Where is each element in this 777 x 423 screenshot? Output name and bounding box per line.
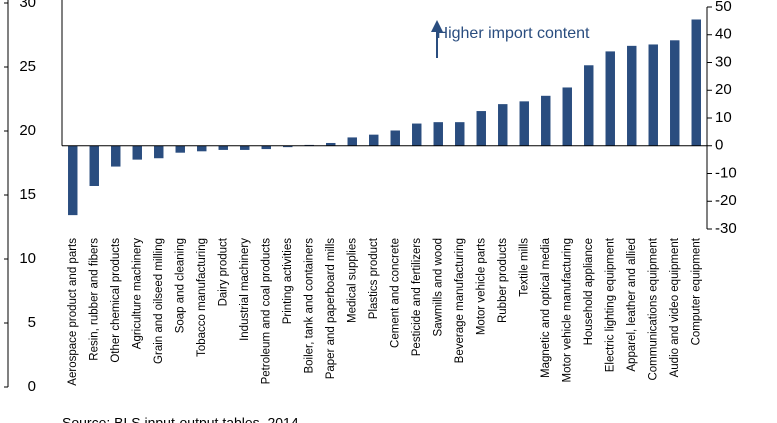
bar [197, 145, 207, 152]
bar [68, 145, 78, 216]
y2-tick-label: 0 [715, 137, 723, 154]
y-tick-label: 15 [19, 186, 36, 203]
x-tick-label: Electric lighting equipment [604, 237, 616, 372]
bar [111, 145, 121, 167]
x-tick-label: Motor vehicle manufacturing [561, 238, 573, 382]
bar [240, 145, 250, 150]
bar [519, 101, 529, 146]
source: Source: BLS input-output tables, 2014 [62, 415, 299, 423]
y-tick-label: 30 [19, 0, 36, 11]
x-tick-label: Soap and cleaning [174, 238, 186, 333]
x-tick-label: Audio and video equipment [669, 237, 681, 377]
y2-tick-label: 50 [715, 0, 732, 15]
x-tick-label: Dairy product [217, 237, 229, 306]
x-tick-label: Beverage manufacturing [454, 238, 466, 363]
x-tick-label: Apparel, leather and allied [626, 238, 638, 372]
x-tick-label: Printing activities [282, 238, 294, 325]
x-tick-label: Tobacco manufacturing [196, 238, 208, 357]
annotation: Higher import content [437, 25, 591, 42]
x-tick-label: Rubber products [497, 238, 509, 323]
bar [218, 145, 228, 150]
x-tick-label: Pesticide and fertilizers [411, 238, 423, 356]
y-tick-label: 20 [19, 122, 36, 139]
x-tick-label: Agriculture machinery [131, 238, 143, 349]
bar [412, 123, 422, 146]
bar [132, 145, 142, 160]
bar [455, 122, 465, 146]
bar [347, 137, 357, 146]
y2-tick-label: -10 [715, 164, 737, 181]
bar [369, 134, 379, 146]
bar [541, 95, 551, 146]
bar [498, 104, 508, 146]
bar [154, 145, 164, 159]
x-tick-label: Communications equipment [647, 237, 659, 380]
x-tick-label: Petroleum and coal products [260, 238, 272, 385]
y2-tick-label: 40 [715, 26, 732, 43]
x-tick-label: Household appliance [583, 238, 595, 345]
bar [627, 45, 637, 146]
x-tick-label: Textile mills [518, 238, 530, 297]
bar [261, 145, 271, 150]
x-tick-label: Plastics product [368, 237, 380, 319]
y2-tick-label: 10 [715, 109, 732, 126]
bar [691, 19, 701, 146]
y-tick-label: 10 [19, 250, 36, 267]
x-tick-label: Other chemical products [110, 238, 122, 363]
y-tick-label: 25 [19, 58, 36, 75]
x-tick-label: Grain and oilseed milling [153, 238, 165, 364]
bar [326, 142, 336, 146]
y2-tick-label: -20 [715, 192, 737, 209]
x-tick-label: Resin, rubber and fibers [88, 238, 100, 361]
x-tick-label: Aerospace product and parts [67, 238, 79, 386]
x-tick-label: Industrial machinery [239, 238, 251, 341]
x-tick-label: Medical supplies [346, 238, 358, 323]
bar [648, 44, 658, 146]
bar [476, 111, 486, 146]
bar [433, 122, 443, 146]
bar [89, 145, 99, 186]
x-tick-label: Sawmills and wood [432, 238, 444, 336]
y-tick-label: 5 [28, 314, 36, 331]
y2-tick-label: -30 [715, 220, 737, 237]
x-tick-label: Paper and paperboard mills [325, 238, 337, 380]
y2-tick-label: 30 [715, 53, 732, 70]
x-tick-label: Boiler, tank and containers [303, 238, 315, 374]
x-tick-label: Magnetic and optical media [540, 237, 552, 378]
y-tick-label: 0 [28, 378, 36, 395]
bar [562, 87, 572, 146]
y2-tick-label: 20 [715, 81, 732, 98]
x-tick-label: Cement and concrete [389, 238, 401, 348]
arrow-head [431, 20, 443, 32]
bar [390, 130, 400, 146]
bar [283, 145, 293, 148]
bar [670, 40, 680, 146]
bar [584, 65, 594, 146]
x-tick-label: Motor vehicle parts [475, 238, 487, 335]
bar [605, 51, 615, 146]
x-tick-label: Computer equipment [690, 237, 702, 345]
bar [175, 145, 185, 153]
